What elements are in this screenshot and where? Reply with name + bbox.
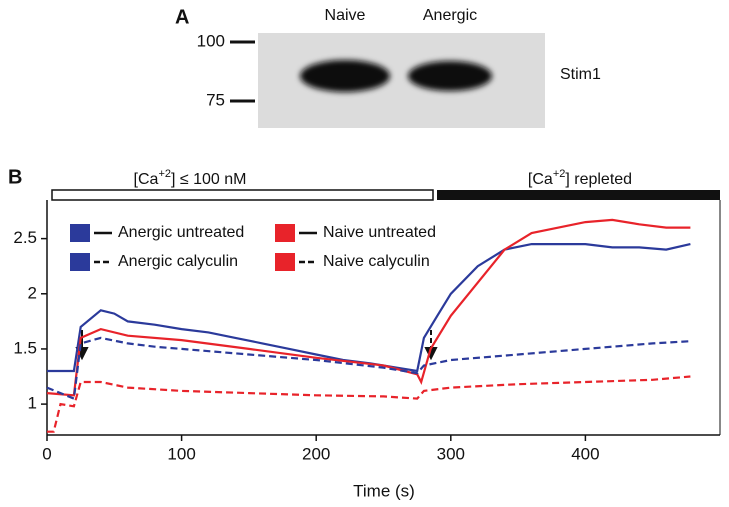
condition-text: [Ca bbox=[134, 171, 159, 188]
x-tick-label: 400 bbox=[571, 444, 599, 463]
x-tick-label: 100 bbox=[167, 444, 195, 463]
legend-swatch bbox=[70, 253, 90, 271]
y-tick-label: 2 bbox=[28, 283, 37, 302]
condition-bar bbox=[437, 190, 720, 200]
legend-label: Naive untreated bbox=[323, 224, 436, 241]
lane-label: Anergic bbox=[423, 7, 477, 24]
legend-swatch bbox=[275, 224, 295, 242]
band bbox=[300, 60, 390, 92]
condition-label: [Ca+2] repleted bbox=[528, 168, 632, 188]
legend-label: Anergic untreated bbox=[118, 224, 244, 241]
series-line bbox=[46, 336, 691, 401]
marker-label: 75 bbox=[206, 90, 225, 109]
series-line bbox=[47, 375, 691, 433]
series-line bbox=[46, 218, 691, 397]
marker-label: 100 bbox=[197, 31, 225, 50]
y-tick-label: 1 bbox=[28, 394, 37, 413]
condition-text: ] repleted bbox=[565, 171, 632, 188]
lane-label: Naive bbox=[325, 7, 366, 24]
condition-label: [Ca+2] ≤ 100 nM bbox=[134, 168, 247, 188]
legend-swatch bbox=[70, 224, 90, 242]
condition-text: ] ≤ 100 nM bbox=[171, 171, 246, 188]
blot bbox=[258, 33, 545, 128]
x-axis-label: Time (s) bbox=[353, 481, 415, 500]
x-tick-label: 300 bbox=[437, 444, 465, 463]
band-label: Stim1 bbox=[560, 66, 601, 83]
condition-text: +2 bbox=[553, 168, 566, 180]
condition-bar bbox=[51, 189, 434, 201]
y-tick-label: 2.5 bbox=[13, 228, 37, 247]
y-tick-label: 1.5 bbox=[13, 338, 37, 357]
legend-label: Naive calyculin bbox=[323, 253, 430, 270]
condition-text: +2 bbox=[158, 168, 171, 180]
band bbox=[408, 61, 492, 91]
x-tick-label: 0 bbox=[42, 444, 51, 463]
panel-label: B bbox=[8, 166, 22, 188]
panel-label: A bbox=[175, 6, 189, 28]
legend-label: Anergic calyculin bbox=[118, 253, 238, 270]
x-tick-label: 200 bbox=[302, 444, 330, 463]
condition-text: [Ca bbox=[528, 171, 553, 188]
legend-swatch bbox=[275, 253, 295, 271]
